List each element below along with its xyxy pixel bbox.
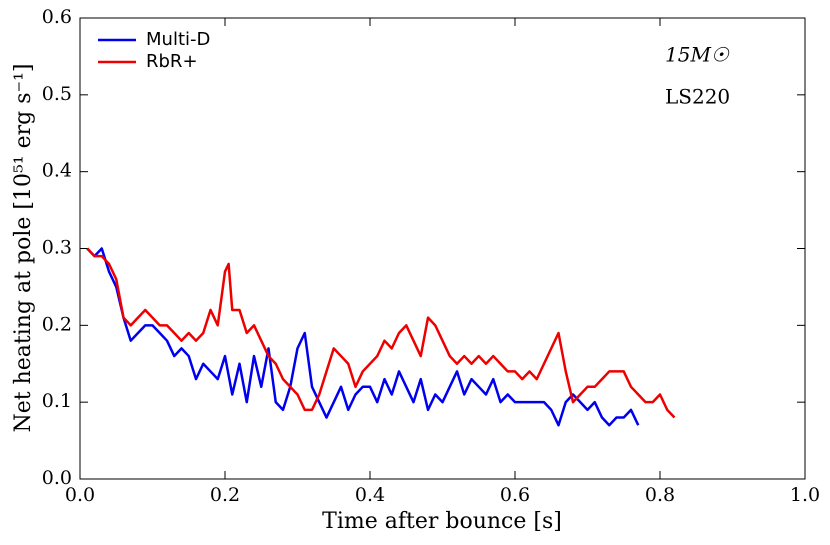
x-tick-label: 0.6	[500, 484, 530, 506]
line	[86, 247, 676, 419]
x-tick-label: 1.0	[790, 484, 820, 506]
annotation: 15M☉	[665, 43, 730, 67]
x-tick-label: 0.8	[645, 484, 675, 506]
legend-label: RbR+	[146, 51, 198, 72]
y-axis-label: Net heating at pole [10⁵¹ erg s⁻¹]	[11, 64, 36, 433]
plot-frame	[79, 17, 806, 480]
x-tick-label: 0.4	[355, 484, 385, 506]
x-tick-label: 0.0	[65, 484, 95, 506]
y-tick-label: 0.0	[42, 467, 72, 489]
x-axis-label: Time after bounce [s]	[322, 509, 562, 534]
y-tick-label: 0.5	[42, 83, 72, 105]
line	[86, 247, 640, 427]
y-tick-label: 0.2	[42, 313, 72, 335]
legend-label: Multi-D	[146, 29, 210, 50]
y-tick-label: 0.6	[42, 6, 72, 28]
y-tick-label: 0.4	[42, 160, 72, 182]
x-tick-label: 0.2	[210, 484, 240, 506]
y-tick-label: 0.1	[42, 390, 72, 412]
y-tick-label: 0.3	[42, 237, 72, 259]
annotation: LS220	[665, 85, 730, 109]
